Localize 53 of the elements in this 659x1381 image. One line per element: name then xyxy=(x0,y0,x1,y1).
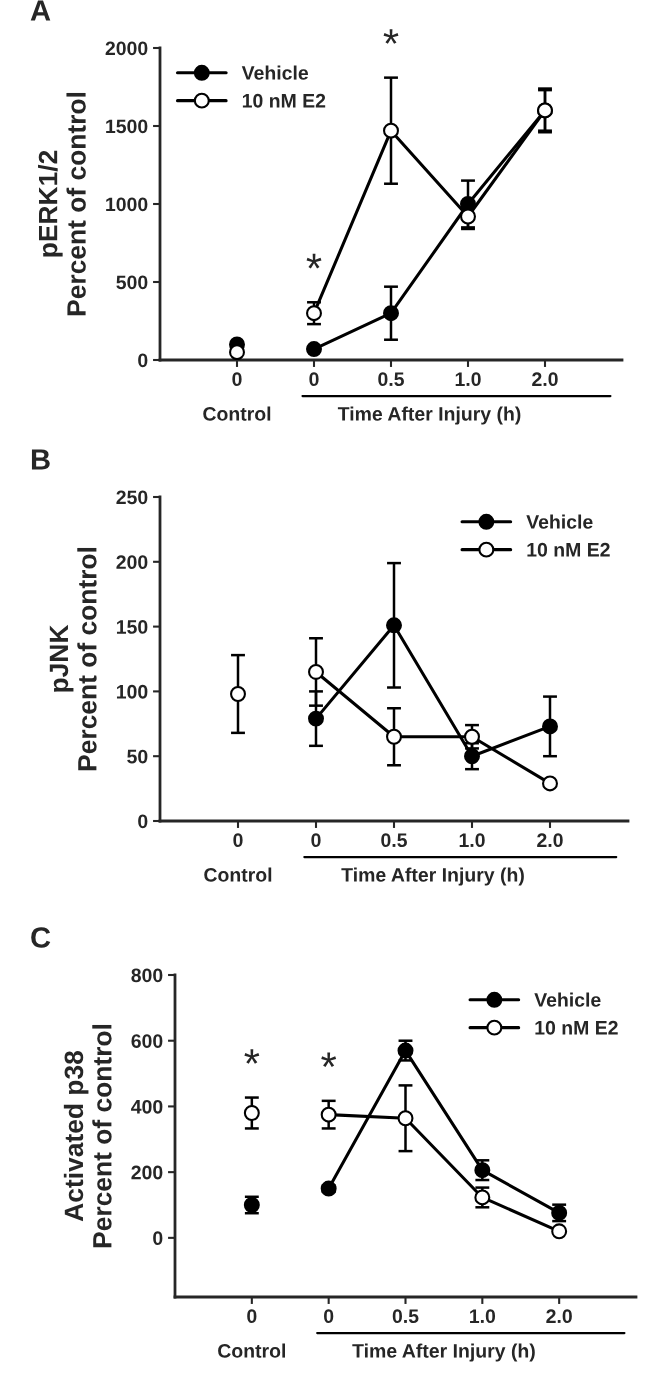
legend-label: 10 nM E2 xyxy=(527,542,610,557)
x-tick-label: 0.5 xyxy=(392,1309,419,1324)
y-tick-label: 150 xyxy=(116,620,148,634)
y-tick-label: 250 xyxy=(116,490,148,505)
data-label: * xyxy=(306,253,322,269)
text: Control xyxy=(204,867,272,882)
y-tick-label: 1500 xyxy=(106,119,148,134)
text: Time After Injury (h) xyxy=(341,867,524,886)
legend-label: 10 nM E2 xyxy=(242,93,326,108)
x-tick-label: 0 xyxy=(309,372,319,387)
y-tick-label: 400 xyxy=(131,1099,163,1114)
legend-label: Vehicle xyxy=(526,514,593,529)
data-label: * xyxy=(244,1049,260,1064)
x-tick-label: 1.0 xyxy=(470,1309,496,1324)
chart-title: C xyxy=(31,927,51,948)
legend-label: 10 nM E2 xyxy=(535,1020,618,1035)
y-tick-label: 200 xyxy=(131,1165,163,1180)
data-label: * xyxy=(321,1052,337,1068)
text: Control xyxy=(218,1343,286,1358)
y-tick-label: 0 xyxy=(153,1231,163,1246)
y-tick-label: 100 xyxy=(116,684,148,699)
x-tick-label: 2.0 xyxy=(546,1309,572,1324)
y-tick-label: 1000 xyxy=(106,197,148,212)
chart-title: B xyxy=(31,449,50,470)
y-tick-label: 200 xyxy=(116,555,148,570)
y-axis-title: pJNK Percent of control xyxy=(49,547,97,771)
y-axis-title: pERK1/2 Percent of control xyxy=(38,92,86,316)
x-tick-label: 1.0 xyxy=(455,372,481,387)
x-tick-label: 1.0 xyxy=(459,833,485,848)
y-tick-label: 2000 xyxy=(105,41,148,56)
y-axis-title: Activated p38 Percent of control xyxy=(63,1024,112,1248)
y-tick-label: 0 xyxy=(138,814,148,829)
x-tick-label: 0 xyxy=(232,372,242,387)
y-tick-label: 0 xyxy=(138,353,148,368)
y-tick-label: 600 xyxy=(131,1034,163,1048)
text: Time After Injury (h) xyxy=(337,406,521,425)
y-tick-label: 500 xyxy=(116,275,148,290)
legend-label: Vehicle xyxy=(534,992,601,1007)
x-tick-label: 0 xyxy=(311,833,321,848)
text: Time After Injury (h) xyxy=(352,1343,535,1362)
text: Control xyxy=(203,406,271,421)
x-tick-label: 2.0 xyxy=(532,372,558,387)
y-tick-label: 50 xyxy=(127,749,148,764)
x-tick-label: 0 xyxy=(233,833,243,848)
x-tick-label: 0.5 xyxy=(381,833,407,848)
y-tick-label: 800 xyxy=(131,968,163,983)
x-tick-label: 0.5 xyxy=(378,372,404,387)
x-tick-label: 0 xyxy=(324,1309,334,1324)
data-label: * xyxy=(383,29,399,44)
legend-label: Vehicle xyxy=(241,65,309,80)
x-tick-label: 0 xyxy=(247,1309,257,1324)
x-tick-label: 2.0 xyxy=(537,833,563,848)
chart-title: A xyxy=(30,0,51,21)
